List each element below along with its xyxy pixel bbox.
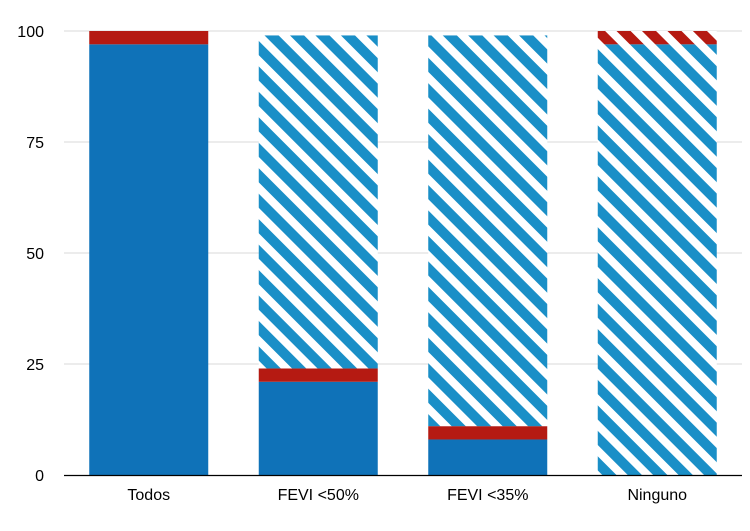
y-tick-label: 50: [26, 246, 44, 263]
bar-segment-3-3: [597, 31, 717, 45]
y-tick-label: 75: [26, 135, 44, 152]
bar-segment-1-1: [258, 368, 378, 382]
x-tick-label: FEVI <35%: [447, 487, 528, 504]
bar-segment-0-0: [89, 44, 209, 475]
x-tick-label: Todos: [127, 487, 170, 504]
bar-segment-2-2: [428, 35, 548, 427]
x-tick-label: Ninguno: [627, 487, 687, 504]
x-tick-label: FEVI <50%: [278, 487, 359, 504]
bar-segment-3-2: [597, 44, 717, 475]
y-tick-label: 100: [17, 24, 44, 41]
bar-segment-0-1: [89, 31, 209, 45]
y-tick-label: 0: [35, 468, 44, 485]
bar-segment-1-2: [258, 35, 378, 369]
x-tick-labels: Todos FEVI <50% FEVI <35% Ninguno: [127, 487, 687, 504]
bar-segment-1-0: [258, 381, 378, 475]
bar-segment-2-0: [428, 439, 548, 475]
y-tick-label: 25: [26, 357, 44, 374]
bars: [89, 31, 717, 475]
y-tick-labels: 0 25 50 75 100: [17, 24, 44, 485]
bar-segment-2-1: [428, 426, 548, 440]
